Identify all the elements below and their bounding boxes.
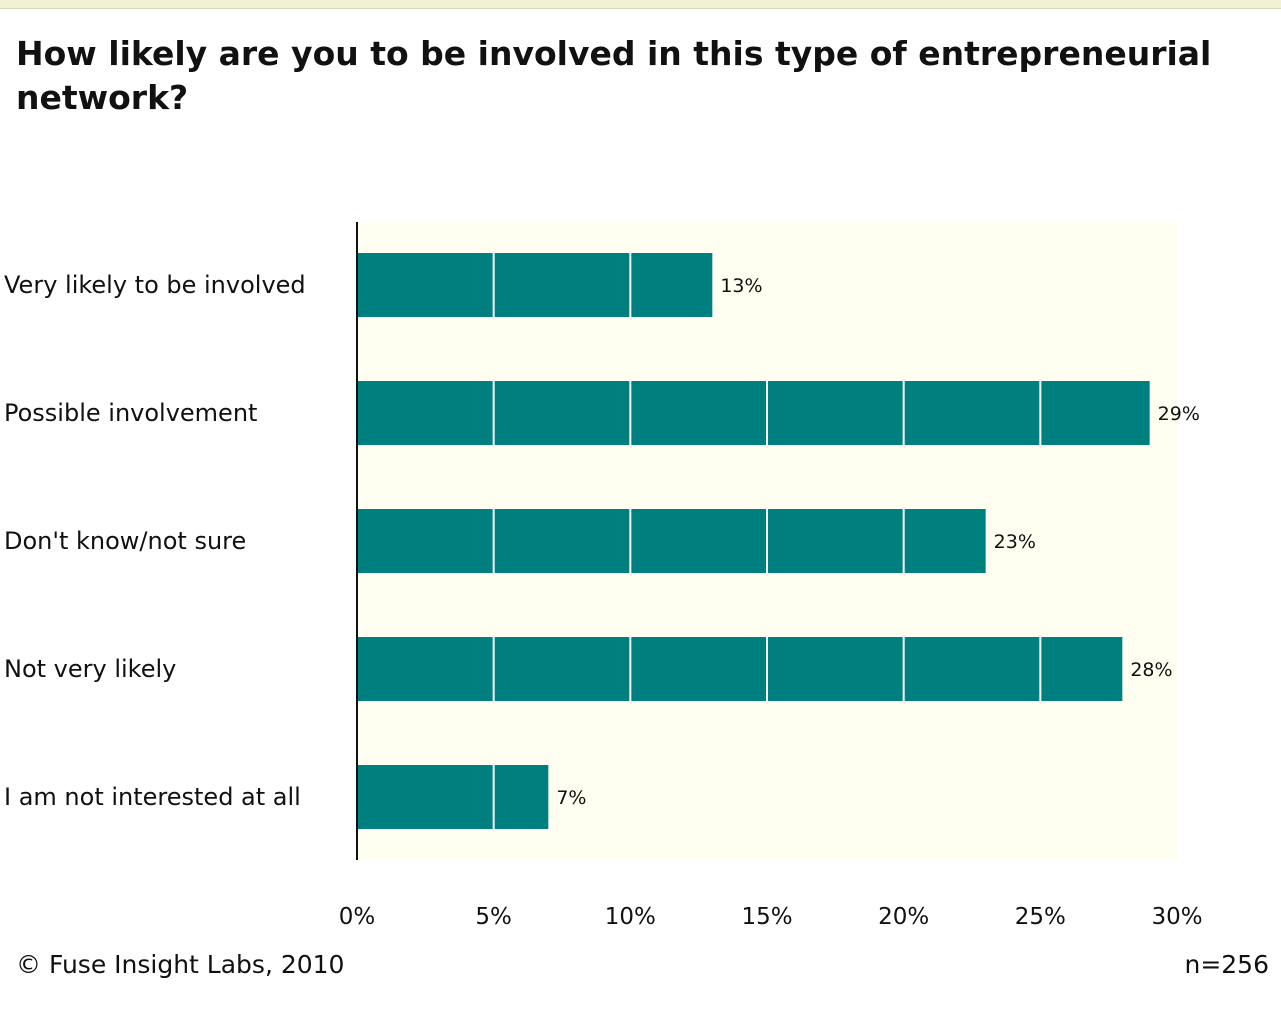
sample-size: n=256 — [1184, 950, 1269, 979]
x-tick-label: 0% — [339, 904, 376, 930]
x-tick-label: 30% — [1151, 904, 1202, 930]
category-label: Don't know/not sure — [4, 527, 246, 555]
data-label: 28% — [1130, 659, 1172, 681]
bar — [357, 509, 986, 573]
bar — [357, 637, 1123, 701]
bar — [357, 253, 713, 317]
bar-rect — [357, 253, 713, 317]
bar-rect — [357, 509, 986, 573]
x-tick-label: 25% — [1015, 904, 1066, 930]
category-label: I am not interested at all — [4, 783, 301, 811]
bar-rect — [357, 637, 1123, 701]
x-tick-label: 15% — [741, 904, 792, 930]
copyright-note: © Fuse Insight Labs, 2010 — [16, 950, 345, 979]
x-tick-label: 10% — [605, 904, 656, 930]
x-tick-label: 20% — [878, 904, 929, 930]
data-label: 29% — [1158, 403, 1200, 425]
bar-rect — [357, 765, 549, 829]
category-label: Not very likely — [4, 655, 176, 683]
data-label: 13% — [720, 275, 762, 297]
bar-rect — [357, 381, 1150, 445]
chart-title: How likely are you to be involved in thi… — [16, 34, 1212, 117]
x-tick-label: 5% — [475, 904, 512, 930]
data-label: 23% — [994, 531, 1036, 553]
bar-chart: Very likely to be involved Possible invol… — [4, 222, 1203, 930]
top-strip — [0, 0, 1281, 9]
category-label: Possible involvement — [4, 399, 257, 427]
category-label: Very likely to be involved — [4, 271, 306, 299]
bar — [357, 381, 1150, 445]
bar — [357, 765, 549, 829]
data-label: 7% — [556, 787, 586, 809]
